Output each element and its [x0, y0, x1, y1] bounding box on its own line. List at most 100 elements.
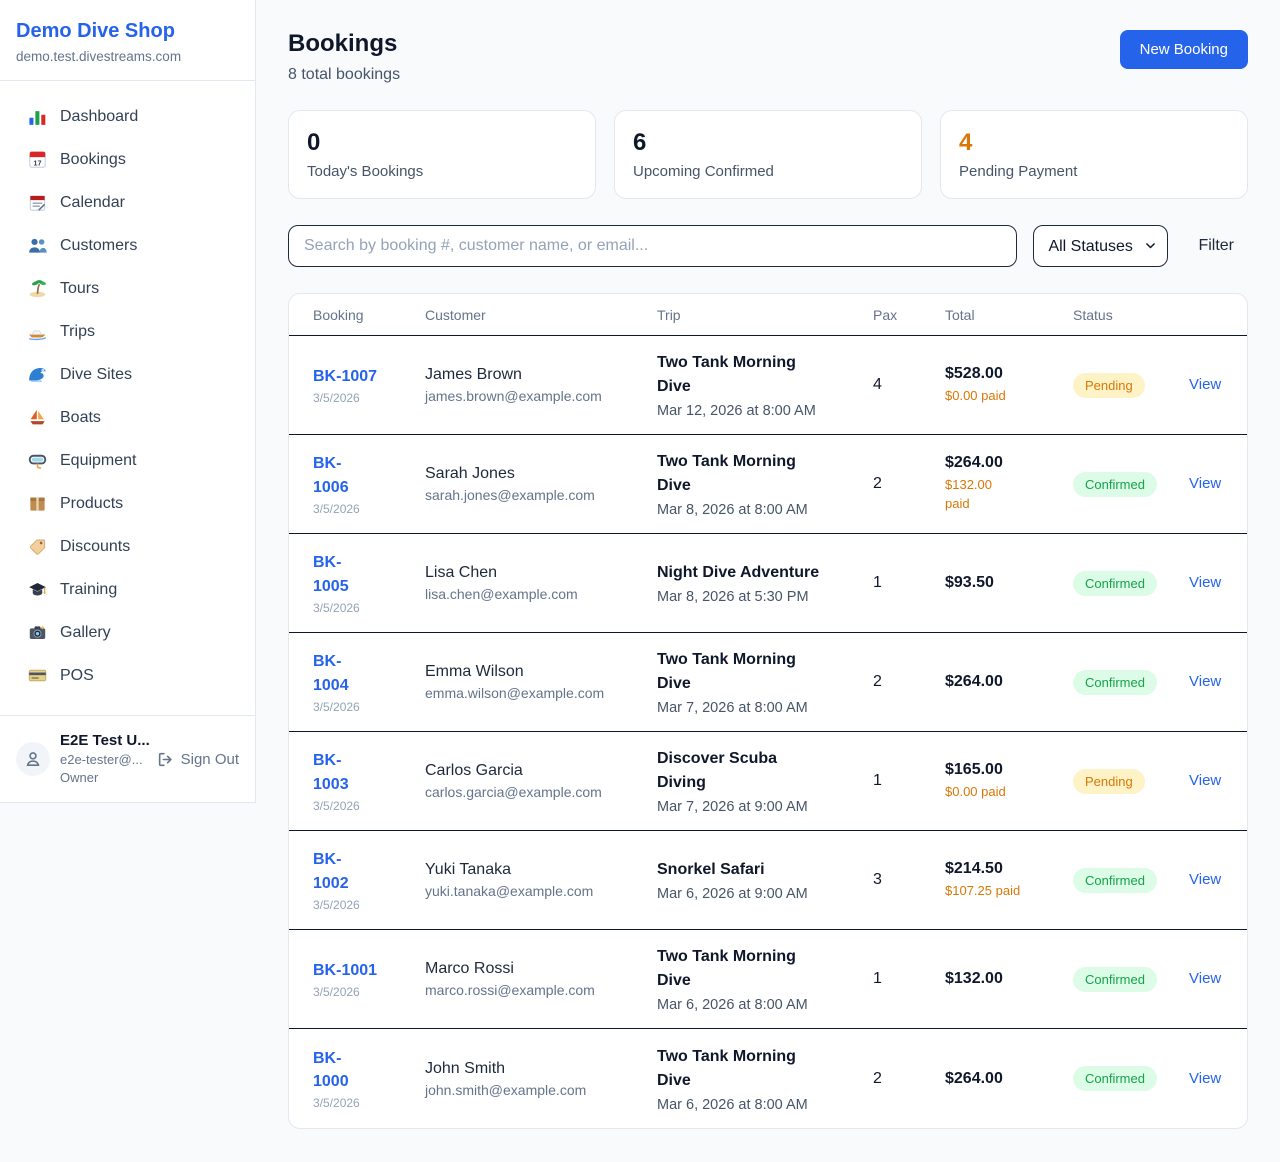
table-row: BK- 1005 3/5/2026 Lisa Chen lisa.chen@ex… — [289, 534, 1247, 633]
status-badge: Confirmed — [1073, 570, 1157, 596]
sidebar-item[interactable]: Gallery — [16, 615, 239, 650]
sidebar-item[interactable]: Dive Sites — [16, 357, 239, 392]
stat-value: 6 — [633, 129, 647, 156]
sidebar-item-label: Bookings — [60, 150, 126, 168]
total-cell: $165.00 $0.00 paid — [945, 761, 1073, 802]
booking-date: 3/5/2026 — [313, 798, 360, 813]
total-amount: $264.00 — [945, 1069, 1003, 1087]
view-link[interactable]: View — [1189, 1069, 1222, 1087]
view-link[interactable]: View — [1189, 574, 1222, 591]
trip-cell: Two Tank Morning Dive Mar 12, 2026 at 8:… — [657, 351, 873, 419]
action-cell: View — [1189, 1070, 1223, 1088]
total-amount: $528.00 — [945, 364, 1003, 382]
status-filter-select[interactable]: All Statuses — [1033, 225, 1169, 267]
table-column-header: Status — [1073, 306, 1113, 323]
user-meta: E2E Test U... e2e-tester@... Owner — [60, 732, 150, 786]
trip-datetime: Mar 6, 2026 at 8:00 AM — [657, 1096, 808, 1113]
customer-cell: Emma Wilson emma.wilson@example.com — [425, 663, 657, 701]
action-cell: View — [1189, 772, 1223, 790]
sidebar-item[interactable]: Calendar — [16, 185, 239, 220]
booking-date: 3/5/2026 — [313, 985, 360, 1000]
customer-cell: Sarah Jones sarah.jones@example.com — [425, 465, 657, 503]
pax-cell: 1 — [873, 970, 882, 987]
svg-text:17: 17 — [33, 158, 41, 167]
total-cell: $528.00 $0.00 paid — [945, 365, 1073, 406]
view-link[interactable]: View — [1189, 970, 1222, 987]
booking-id-link[interactable]: BK- 1006 — [313, 455, 349, 496]
user-role: Owner — [60, 769, 99, 785]
booking-id-link[interactable]: BK- 1005 — [313, 554, 349, 595]
pax-cell: 2 — [873, 1069, 882, 1087]
trip-name: Two Tank Morning Dive — [657, 948, 796, 989]
table-row: BK- 1000 3/5/2026 John Smith john.smith@… — [289, 1029, 1247, 1128]
booking-id-link[interactable]: BK-1007 — [313, 367, 378, 385]
view-link[interactable]: View — [1189, 673, 1222, 690]
stat-label: Today's Bookings — [307, 163, 424, 180]
bar-chart-icon — [28, 107, 47, 126]
trip-cell: Two Tank Morning Dive Mar 8, 2026 at 8:0… — [657, 450, 873, 518]
booking-date: 3/5/2026 — [313, 501, 360, 516]
total-cell: $264.00 — [945, 673, 1073, 691]
package-icon — [28, 494, 47, 513]
booking-date: 3/5/2026 — [313, 1096, 360, 1111]
booking-id-link[interactable]: BK- 1004 — [313, 653, 349, 694]
sidebar-item[interactable]: Customers — [16, 228, 239, 263]
sidebar-item[interactable]: Discounts — [16, 529, 239, 564]
table-row: BK-1001 3/5/2026 Marco Rossi marco.rossi… — [289, 930, 1247, 1029]
sidebar-item[interactable]: 17 Bookings — [16, 142, 239, 177]
customer-cell: Marco Rossi marco.rossi@example.com — [425, 960, 657, 998]
total-cell: $264.00 $132.00 paid — [945, 454, 1073, 514]
status-cell: Confirmed — [1073, 471, 1189, 497]
action-cell: View — [1189, 673, 1223, 691]
view-link[interactable]: View — [1189, 772, 1222, 789]
trip-cell: Two Tank Morning Dive Mar 7, 2026 at 8:0… — [657, 648, 873, 716]
total-cell: $132.00 — [945, 970, 1073, 988]
sidebar-item-label: POS — [60, 666, 94, 684]
people-icon — [28, 236, 47, 255]
booking-date: 3/5/2026 — [313, 699, 360, 714]
user-email: e2e-tester@... — [60, 752, 143, 767]
booking-id-link[interactable]: BK-1001 — [313, 961, 378, 979]
view-link[interactable]: View — [1189, 871, 1222, 888]
sidebar-item[interactable]: Products — [16, 486, 239, 521]
customer-name: Carlos Garcia — [425, 762, 523, 779]
sidebar-item[interactable]: Training — [16, 572, 239, 607]
sidebar-item-label: Gallery — [60, 623, 111, 641]
page-header: Bookings 8 total bookings New Booking — [288, 30, 1248, 84]
sidebar-item-label: Calendar — [60, 193, 125, 211]
person-icon — [26, 752, 40, 767]
customer-name: Marco Rossi — [425, 960, 514, 977]
paid-amount: $132.00 paid — [945, 477, 992, 511]
sign-out-button[interactable]: Sign Out — [157, 751, 239, 768]
booking-id-link[interactable]: BK- 1003 — [313, 752, 349, 793]
sidebar-item[interactable]: Boats — [16, 400, 239, 435]
customer-cell: James Brown james.brown@example.com — [425, 366, 657, 404]
view-link[interactable]: View — [1189, 376, 1222, 393]
total-amount: $165.00 — [945, 760, 1003, 778]
camera-icon — [28, 623, 47, 642]
new-booking-button[interactable]: New Booking — [1119, 30, 1248, 69]
stat-label: Upcoming Confirmed — [633, 163, 774, 180]
customer-email: john.smith@example.com — [425, 1081, 587, 1098]
trip-datetime: Mar 12, 2026 at 8:00 AM — [657, 403, 816, 419]
sidebar-item[interactable]: Trips — [16, 314, 239, 349]
sidebar-item[interactable]: Equipment — [16, 443, 239, 478]
table-row: BK- 1004 3/5/2026 Emma Wilson emma.wilso… — [289, 633, 1247, 732]
sidebar-item[interactable]: Dashboard — [16, 99, 239, 134]
sidebar: Demo Dive Shop demo.test.divestreams.com… — [0, 0, 256, 804]
booking-id-link[interactable]: BK- 1000 — [313, 1049, 349, 1090]
sidebar-item[interactable]: POS — [16, 658, 239, 693]
speedboat-icon — [28, 322, 47, 341]
booking-id-link[interactable]: BK- 1002 — [313, 851, 349, 892]
filter-button[interactable]: Filter — [1198, 237, 1234, 254]
table-column-header: Customer — [425, 306, 486, 323]
search-input[interactable] — [288, 225, 1018, 267]
view-link[interactable]: View — [1189, 475, 1222, 492]
stat-card: 4 Pending Payment — [940, 110, 1248, 199]
sidebar-item[interactable]: Tours — [16, 271, 239, 306]
customer-cell: Yuki Tanaka yuki.tanaka@example.com — [425, 861, 657, 899]
total-bookings-count: 8 total bookings — [288, 66, 401, 83]
status-badge: Confirmed — [1073, 1066, 1157, 1091]
booking-cell: BK- 1003 3/5/2026 — [313, 749, 425, 812]
tag-icon — [28, 537, 47, 556]
